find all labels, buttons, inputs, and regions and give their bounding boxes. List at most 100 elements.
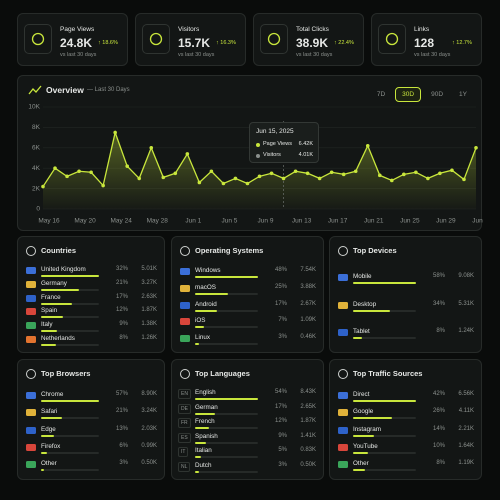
bar-track xyxy=(195,427,258,430)
panel-icon xyxy=(338,369,348,379)
row-name: Linux xyxy=(195,333,211,341)
bar-track xyxy=(353,434,416,437)
row-icon xyxy=(338,329,348,337)
point xyxy=(113,130,117,135)
bar-track xyxy=(353,451,416,454)
panel-icon xyxy=(338,246,348,256)
row-icon xyxy=(26,280,36,288)
bar-track xyxy=(195,309,258,312)
row-count: 2.65K xyxy=(300,403,316,410)
row-name: YouTube xyxy=(353,442,378,450)
panel-title: Top Traffic Sources xyxy=(353,369,423,378)
row-name: Tablet xyxy=(353,328,370,336)
row-name: French xyxy=(195,418,215,426)
chart: 0 2K 4K 6K 8K 10K May 16 May 20 May 24 May 28 Jun … xyxy=(28,104,483,225)
bar xyxy=(195,342,199,345)
tooltip-dot xyxy=(256,143,260,147)
row-count: 3.24K xyxy=(141,408,157,415)
bar xyxy=(353,469,365,472)
tooltip-dot xyxy=(256,154,260,158)
stat-label: Visitors xyxy=(178,26,200,33)
panel-icon xyxy=(180,246,190,256)
bar-track xyxy=(195,470,258,473)
stat-card: Total Clicks 38.9K ↑ 22.4% vs last 30 days xyxy=(253,13,364,66)
point xyxy=(414,170,418,175)
point xyxy=(245,181,250,186)
bar xyxy=(195,456,201,459)
panel-icon xyxy=(180,369,190,379)
row-name: Direct xyxy=(353,390,370,398)
range-button[interactable]: 7D xyxy=(376,91,386,98)
row-percent: 32% xyxy=(115,265,128,272)
row-percent: 3% xyxy=(278,461,287,468)
area xyxy=(43,132,476,209)
row-percent: 58% xyxy=(432,272,445,279)
bar xyxy=(41,274,99,277)
row-name: Other xyxy=(41,460,57,468)
point xyxy=(281,176,286,181)
panel-title: Top Browsers xyxy=(41,369,91,378)
row-percent: 17% xyxy=(274,403,287,410)
row-name: Android xyxy=(195,300,217,308)
x-tick-label: May 28 xyxy=(147,218,169,225)
bar-track xyxy=(353,469,416,472)
panel: Top Browsers Chrome 57% 8.90K Safari 21% 3.24K… xyxy=(17,359,165,480)
bar-track xyxy=(41,316,99,319)
row-percent: 48% xyxy=(274,267,287,274)
point xyxy=(41,184,45,189)
range-button[interactable]: 30D xyxy=(395,87,422,102)
range-button[interactable]: 1Y xyxy=(459,91,467,98)
row-percent: 6% xyxy=(119,442,128,449)
row-percent: 13% xyxy=(115,425,128,432)
row-icon xyxy=(338,426,348,434)
point xyxy=(377,173,382,178)
bar xyxy=(41,469,45,472)
bar xyxy=(195,309,218,312)
row-count: 1.19K xyxy=(458,460,474,467)
bar-track xyxy=(195,441,258,444)
point xyxy=(77,169,81,174)
stat-change: ↑ 16.3% xyxy=(216,40,236,46)
bar xyxy=(195,470,199,473)
bar xyxy=(195,276,258,279)
stat-change: ↑ 22.4% xyxy=(334,40,354,46)
row-percent: 57% xyxy=(115,390,128,397)
bar xyxy=(41,417,63,420)
y-tick-label: 8K xyxy=(32,124,41,131)
stat-note: vs last 30 days xyxy=(296,52,333,58)
bar-track xyxy=(195,326,258,329)
row-percent: 9% xyxy=(119,321,128,328)
row-percent: 9% xyxy=(278,432,287,439)
row-count: 8.43K xyxy=(300,389,316,396)
bar xyxy=(195,326,205,329)
x-tick-label: Jun 14 xyxy=(472,218,483,225)
row-name: German xyxy=(195,403,218,411)
row-percent: 3% xyxy=(119,460,128,467)
point xyxy=(462,177,466,182)
row-name: Dutch xyxy=(195,461,212,469)
row-name: Italy xyxy=(41,321,53,329)
row-count: 1.41K xyxy=(300,432,316,439)
bar-track xyxy=(41,451,99,454)
point xyxy=(137,176,142,181)
point xyxy=(89,170,93,175)
range-button[interactable]: 90D xyxy=(431,91,444,98)
y-tick-label: 10K xyxy=(28,104,40,111)
point xyxy=(221,181,226,186)
row-name: Safari xyxy=(41,408,58,416)
row-icon xyxy=(338,409,348,417)
icon-shape xyxy=(31,32,45,46)
row-name: iOS xyxy=(195,317,206,325)
chart-subtitle: — Last 30 Days xyxy=(87,87,130,93)
point xyxy=(173,171,178,176)
point xyxy=(293,169,298,174)
row-percent: 34% xyxy=(432,300,445,307)
row-count: 2.67K xyxy=(300,300,316,307)
bar xyxy=(195,398,258,401)
row-icon xyxy=(26,266,36,274)
panel-title: Top Devices xyxy=(353,246,397,255)
row-name: Mobile xyxy=(353,272,372,280)
row-name: Instagram xyxy=(353,425,381,433)
language-code: ES xyxy=(178,432,191,443)
range-selector: 7D 30D 90D 1Y xyxy=(367,83,473,102)
